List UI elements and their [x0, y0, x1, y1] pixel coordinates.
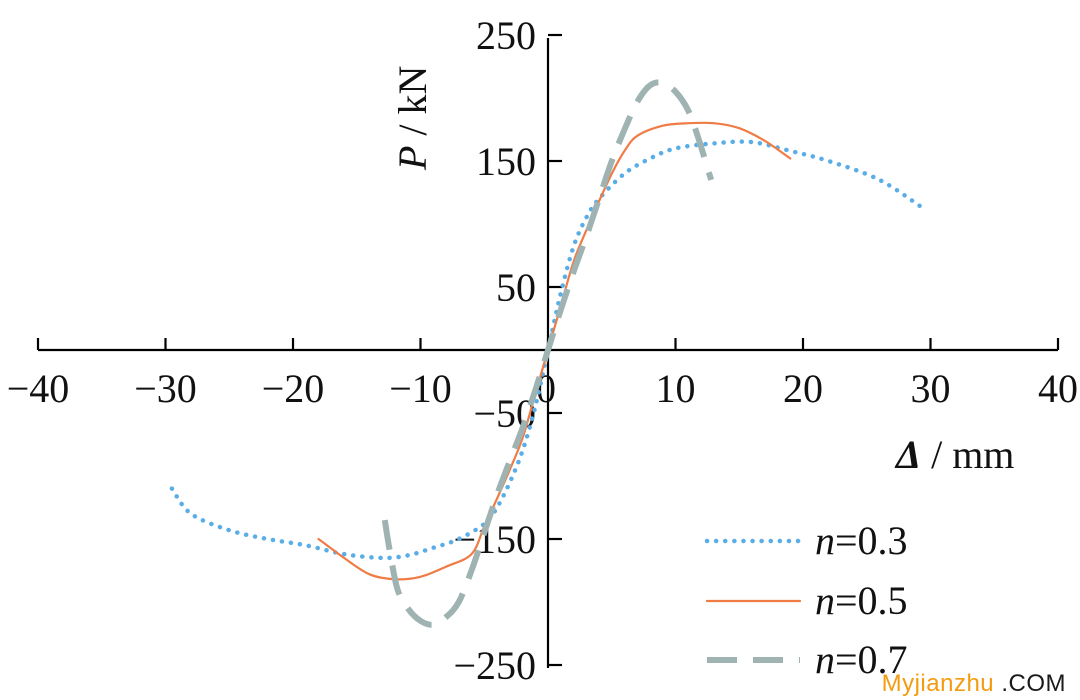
legend-item: n=0.3 [704, 518, 908, 563]
x-axis-unit: / mm [921, 432, 1014, 477]
watermark-domain: .COM [1001, 670, 1066, 697]
x-tick-label: 20 [783, 366, 823, 411]
series-layer [169, 79, 927, 628]
y-tick-label: 150 [476, 139, 536, 184]
y-tick-label: 250 [476, 13, 536, 58]
y-axis-unit: / kN [390, 66, 435, 146]
y-tick-label: −50 [473, 391, 536, 436]
series-line-n05 [317, 121, 792, 581]
watermark: Myjianzhu .COM [882, 670, 1066, 698]
legend-label: n=0.3 [815, 518, 908, 563]
x-tick-label: −30 [134, 366, 197, 411]
legend: n=0.3 n=0.5 n=0.7 [704, 518, 908, 682]
x-tick-label: −20 [262, 366, 325, 411]
x-tick-label: 30 [911, 366, 951, 411]
y-tick-label: −150 [453, 517, 536, 562]
y-axis-symbol: P [390, 146, 435, 171]
x-axis-symbol: Δ [894, 432, 921, 477]
y-tick-label: 50 [496, 265, 536, 310]
x-tick-label: −40 [7, 366, 70, 411]
x-tick-label: 10 [656, 366, 696, 411]
watermark-brand: Myjianzhu [881, 670, 995, 697]
series-line-n07 [381, 79, 715, 628]
y-tick-label: −250 [453, 643, 536, 688]
series-line-n03 [169, 139, 927, 561]
legend-label: n=0.5 [815, 578, 908, 623]
legend-label: n=0.7 [815, 637, 908, 682]
x-tick-label: 40 [1038, 366, 1078, 411]
y-axis-title: P / kN [390, 66, 435, 171]
x-axis-title: Δ / mm [894, 432, 1014, 477]
legend-item: n=0.7 [707, 637, 908, 682]
legend-item: n=0.5 [705, 578, 908, 623]
x-tick-label: −10 [389, 366, 452, 411]
